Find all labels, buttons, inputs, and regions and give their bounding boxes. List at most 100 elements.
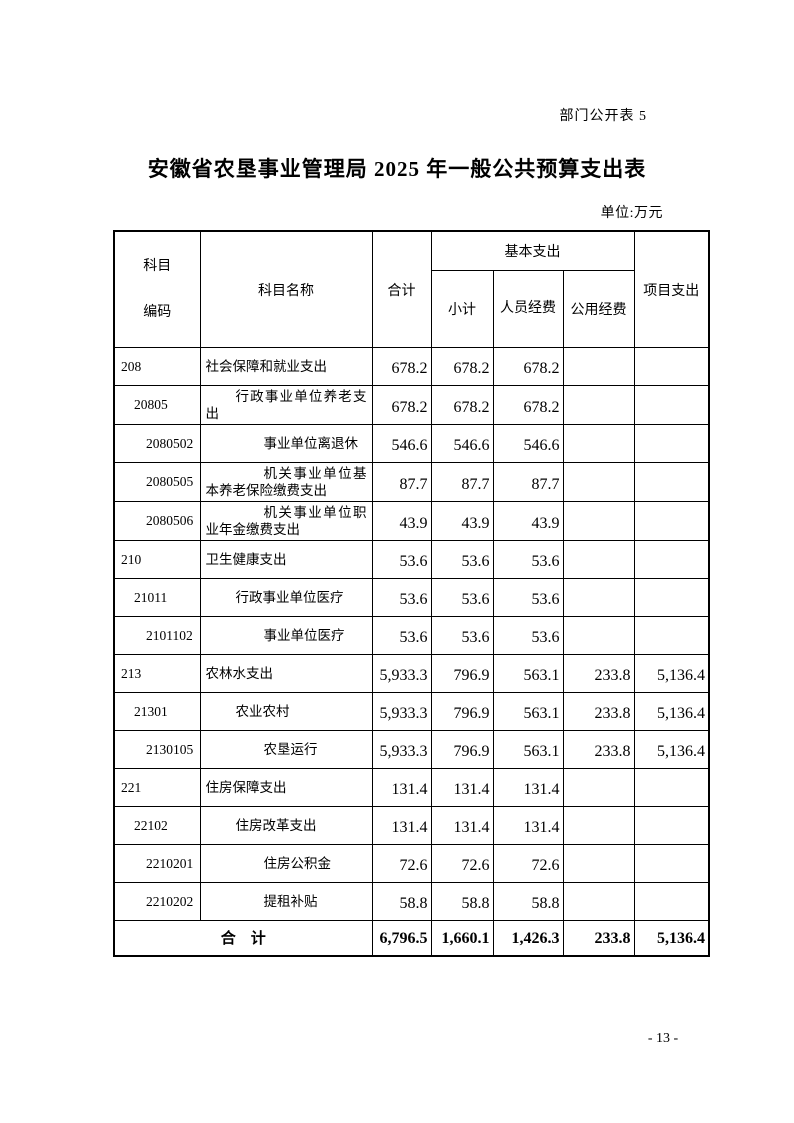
personnel-cell: 546.6 [492, 424, 564, 463]
subject-code-cell: 21011 [113, 578, 201, 617]
subject-name-cell: 提租补贴 [199, 882, 373, 921]
header-public-funds: 公用经费 [562, 270, 635, 348]
header-subject-name: 科目名称 [199, 230, 373, 348]
table-row: 20805 行政事业单位养老支出 678.2 678.2 678.2 [113, 385, 710, 425]
public-funds-cell [562, 385, 635, 425]
subtotal-cell: 53.6 [430, 540, 494, 579]
project-cell [633, 806, 710, 845]
header-total: 合计 [371, 230, 432, 348]
personnel-cell: 53.6 [492, 578, 564, 617]
project-cell [633, 385, 710, 425]
public-funds-cell [562, 501, 635, 541]
subject-name-cell: 社会保障和就业支出 [199, 347, 373, 386]
personnel-cell: 53.6 [492, 540, 564, 579]
subject-code-cell: 2080506 [113, 501, 201, 541]
page-title: 安徽省农垦事业管理局 2025 年一般公共预算支出表 [147, 157, 647, 181]
public-funds-cell [562, 768, 635, 807]
grand-total-cell: 6,796.5 [371, 920, 432, 956]
project-cell [633, 347, 710, 386]
subtotal-cell: 131.4 [430, 768, 494, 807]
project-cell [633, 462, 710, 502]
public-funds-cell [562, 578, 635, 617]
total-cell: 87.7 [371, 462, 432, 502]
total-cell: 5,933.3 [371, 692, 432, 731]
table-row: 21011 行政事业单位医疗 53.6 53.6 53.6 [113, 578, 710, 617]
subtotal-cell: 796.9 [430, 692, 494, 731]
subject-code-cell: 208 [113, 347, 201, 386]
table-row: 21301 农业农村 5,933.3 796.9 563.1 233.8 5,1… [113, 692, 710, 731]
subject-code-cell: 2101102 [113, 616, 201, 655]
project-cell [633, 540, 710, 579]
personnel-cell: 131.4 [492, 768, 564, 807]
table-row: 2080502 事业单位离退休 546.6 546.6 546.6 [113, 424, 710, 463]
total-cell: 546.6 [371, 424, 432, 463]
header-subject-code-line2: 编码 [143, 304, 172, 320]
public-funds-cell [562, 540, 635, 579]
subtotal-cell: 87.7 [430, 462, 494, 502]
total-cell: 53.6 [371, 540, 432, 579]
public-funds-cell: 233.8 [562, 654, 635, 693]
public-funds-cell [562, 616, 635, 655]
public-funds-cell: 233.8 [562, 692, 635, 731]
project-cell [633, 424, 710, 463]
public-funds-cell [562, 424, 635, 463]
header-basic-expenditure: 基本支出 [430, 230, 635, 271]
personnel-cell: 563.1 [492, 654, 564, 693]
grand-personnel-cell: 1,426.3 [492, 920, 564, 956]
table-row: 2080506 机关事业单位职业年金缴费支出 43.9 43.9 43.9 [113, 501, 710, 541]
subject-name-cell: 农林水支出 [199, 654, 373, 693]
subject-code-cell: 20805 [113, 385, 201, 425]
subtotal-cell: 53.6 [430, 616, 494, 655]
personnel-cell: 72.6 [492, 844, 564, 883]
total-cell: 53.6 [371, 578, 432, 617]
header-project-expenditure: 项目支出 [633, 230, 710, 348]
table-row: 22102 住房改革支出 131.4 131.4 131.4 [113, 806, 710, 845]
subject-name-cell: 住房改革支出 [199, 806, 373, 845]
subject-code-cell: 2210201 [113, 844, 201, 883]
table-header-row-2: 小计 人员经费 公用经费 [114, 270, 709, 348]
table-row: 2210202 提租补贴 58.8 58.8 58.8 [113, 882, 710, 921]
table-row: 2080505 机关事业单位基本养老保险缴费支出 87.7 87.7 87.7 [113, 462, 710, 502]
table-row: 2210201 住房公积金 72.6 72.6 72.6 [113, 844, 710, 883]
table-header-row-1: 科目 编码 科目名称 合计 基本支出 项目支出 [113, 230, 710, 348]
subtotal-cell: 678.2 [430, 385, 494, 425]
total-cell: 678.2 [371, 347, 432, 386]
subject-name-cell: 卫生健康支出 [199, 540, 373, 579]
subtotal-cell: 796.9 [430, 730, 494, 769]
subject-code-cell: 2080505 [113, 462, 201, 502]
subject-code-cell: 221 [113, 768, 201, 807]
public-funds-cell [562, 882, 635, 921]
personnel-cell: 58.8 [492, 882, 564, 921]
total-cell: 53.6 [371, 616, 432, 655]
subject-name-cell: 事业单位医疗 [199, 616, 373, 655]
subject-code-cell: 22102 [113, 806, 201, 845]
subject-code-cell: 2210202 [113, 882, 201, 921]
project-cell: 5,136.4 [633, 730, 710, 769]
total-cell: 43.9 [371, 501, 432, 541]
subtotal-cell: 53.6 [430, 578, 494, 617]
subtotal-cell: 43.9 [430, 501, 494, 541]
subtotal-cell: 796.9 [430, 654, 494, 693]
public-funds-cell [562, 462, 635, 502]
subtotal-cell: 72.6 [430, 844, 494, 883]
grand-total-label: 合 计 [113, 920, 373, 956]
grand-total-row: 合 计 6,796.5 1,660.1 1,426.3 233.8 5,136.… [113, 920, 710, 956]
subject-code-cell: 21301 [113, 692, 201, 731]
doc-label: 部门公开表 5 [559, 109, 647, 124]
header-subtotal: 小计 [430, 270, 494, 348]
total-cell: 131.4 [371, 768, 432, 807]
header-subject-code: 科目 编码 [113, 230, 201, 348]
table-row: 2101102 事业单位医疗 53.6 53.6 53.6 [113, 616, 710, 655]
project-cell [633, 578, 710, 617]
public-funds-cell: 233.8 [562, 730, 635, 769]
project-cell [633, 844, 710, 883]
unit-note: 单位:万元 [600, 206, 663, 221]
subject-name-cell: 事业单位离退休 [199, 424, 373, 463]
public-funds-cell [562, 844, 635, 883]
grand-public-funds-cell: 233.8 [562, 920, 635, 956]
project-cell [633, 768, 710, 807]
table-row: 213 农林水支出 5,933.3 796.9 563.1 233.8 5,13… [113, 654, 710, 693]
subject-name-cell: 行政事业单位医疗 [199, 578, 373, 617]
subtotal-cell: 678.2 [430, 347, 494, 386]
